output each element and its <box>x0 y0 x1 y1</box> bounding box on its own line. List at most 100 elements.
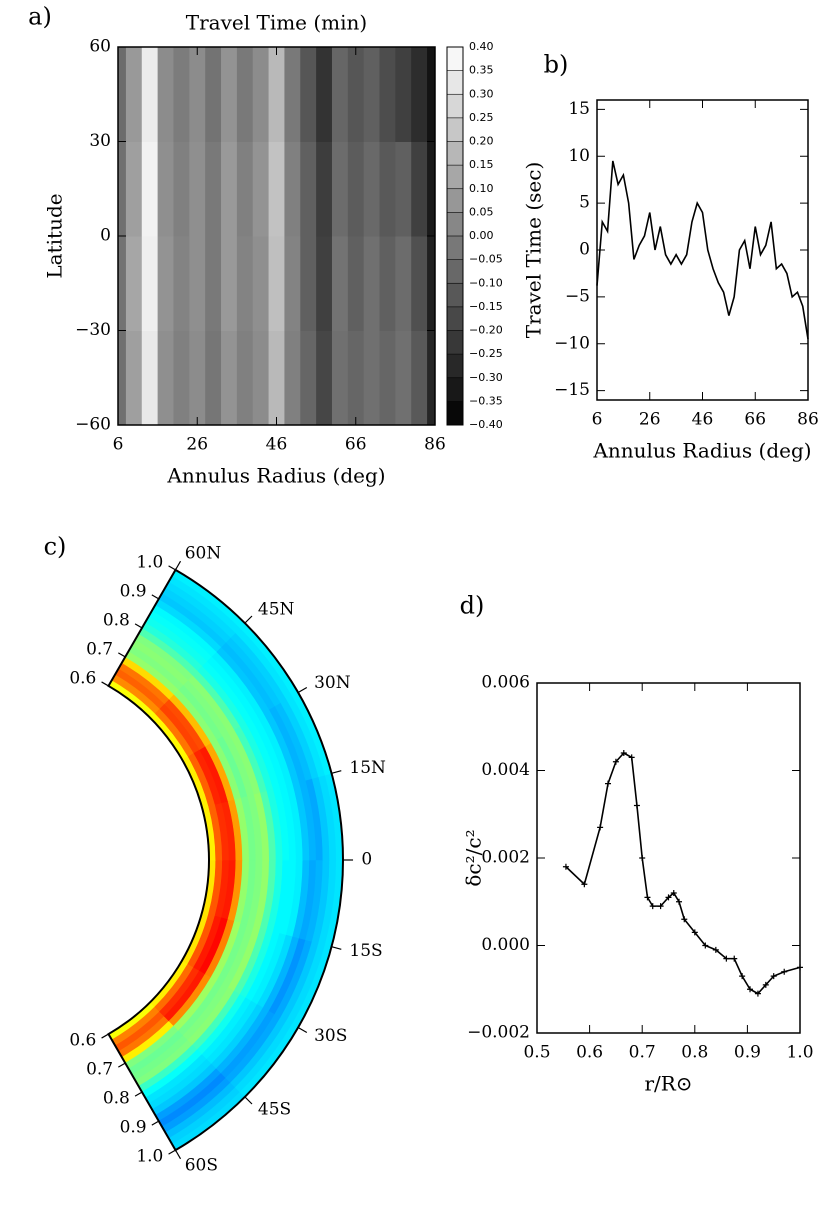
heatmap-cell <box>252 141 270 237</box>
r-tick-label: 1.0 <box>136 552 163 572</box>
x-tick-label: 46 <box>266 435 288 455</box>
data-point <box>670 890 677 896</box>
panel-label: b) <box>544 51 569 79</box>
heatmap-cell <box>395 141 412 237</box>
r-tick <box>151 1120 160 1126</box>
data-point <box>781 968 788 975</box>
heatmap-cell <box>236 47 254 142</box>
data-point <box>762 981 769 988</box>
y-tick-label: 30 <box>89 131 111 151</box>
y-tick-label: 0.004 <box>481 760 530 780</box>
heatmap-cell <box>411 141 428 237</box>
heatmap-cell <box>395 236 412 331</box>
heatmap-cell <box>411 47 428 142</box>
r-tick <box>101 681 109 687</box>
data-point <box>628 754 635 761</box>
heatmap-cell <box>125 236 143 331</box>
y-axis-label: δc²/c² <box>462 829 486 886</box>
y-tick-label: 15 <box>568 99 590 119</box>
heatmap-cell <box>173 236 190 331</box>
data-point <box>797 964 803 971</box>
heatmap-cell <box>221 47 238 142</box>
heatmap-cell <box>157 236 174 331</box>
colorbar-step <box>447 330 463 355</box>
colorbar-tick-label: 0.30 <box>469 87 494 100</box>
colorbar-tick-label: −0.15 <box>469 300 503 313</box>
heatmap-cell <box>347 236 365 331</box>
x-axis-label: Annulus Radius (deg) <box>592 439 811 463</box>
lat-tick-label: 60S <box>185 1156 218 1176</box>
lat-tick-label: 30N <box>314 673 351 693</box>
colorbar-step <box>447 259 463 284</box>
heatmap-cell <box>316 47 333 142</box>
data-point <box>562 863 569 870</box>
heatmap-cell <box>118 141 127 237</box>
heatmap-cell <box>347 47 365 142</box>
heatmap-cell <box>221 236 238 331</box>
lat-tick-label: 0 <box>361 850 372 870</box>
heatmap-cell <box>347 330 365 425</box>
data-point <box>739 973 746 980</box>
y-tick-label: 5 <box>579 193 590 213</box>
heatmap-cell <box>118 330 127 425</box>
colorbar-step <box>447 188 463 213</box>
x-axis-label: Annulus Radius (deg) <box>166 464 385 488</box>
heatmap-cell <box>363 330 381 425</box>
heatmap-cell <box>363 141 381 237</box>
r-tick-label: 0.7 <box>86 639 113 659</box>
y-tick-label: 0.000 <box>481 935 530 955</box>
y-tick-label: 60 <box>89 37 111 57</box>
r-tick-label: 0.7 <box>86 1060 113 1080</box>
heatmap-cell <box>300 47 317 142</box>
heatmap-cell <box>173 330 190 425</box>
r-tick-label: 0.6 <box>69 668 96 688</box>
heatmap <box>118 47 435 425</box>
chart-title: Travel Time (min) <box>186 11 367 35</box>
heatmap-cell <box>347 141 365 237</box>
r-tick-label: 0.8 <box>103 1089 130 1109</box>
colorbar-step <box>447 354 463 378</box>
heatmap-cell <box>189 236 206 331</box>
colorbar-tick-label: 0.20 <box>469 135 494 148</box>
colorbar-step <box>447 236 463 260</box>
x-tick-label: 86 <box>424 435 446 455</box>
heatmap-cell <box>252 236 270 331</box>
heatmap-cell <box>268 47 285 142</box>
heatmap-cell <box>331 236 349 331</box>
r-tick <box>134 623 143 629</box>
heatmap-cell <box>118 236 127 331</box>
x-axis-label: r/R⊙ <box>644 1072 692 1096</box>
colorbar-tick-label: −0.20 <box>469 324 503 337</box>
colorbar-frame <box>446 46 464 426</box>
r-tick-label: 0.8 <box>103 610 130 630</box>
colorbar-tick-label: −0.10 <box>469 276 503 289</box>
heatmap-cell <box>284 47 301 142</box>
plot-frame <box>596 99 809 401</box>
colorbar-step <box>447 47 463 71</box>
heatmap-cell <box>331 47 349 142</box>
data-point <box>612 758 619 765</box>
heatmap-cell <box>221 141 238 237</box>
lat-tick-label: 30S <box>314 1026 347 1046</box>
x-tick-label: 1.0 <box>786 1043 813 1063</box>
heatmap-cell <box>363 47 381 142</box>
x-tick-label: 0.9 <box>734 1043 761 1063</box>
y-tick-label: −5 <box>565 286 590 306</box>
colorbar-tick-label: 0.15 <box>469 158 494 171</box>
data-point <box>605 780 612 787</box>
x-tick-label: 6 <box>113 435 124 455</box>
y-axis-label: Travel Time (sec) <box>522 162 546 339</box>
heatmap-cell <box>205 141 222 237</box>
colorbar-step <box>447 141 463 166</box>
y-tick-label: 0.006 <box>481 673 530 693</box>
heatmap-cell <box>427 236 435 331</box>
heatmap-cell <box>268 236 285 331</box>
data-point <box>723 955 730 962</box>
heatmap-cell <box>284 330 301 425</box>
heatmap-cell <box>125 330 143 425</box>
colorbar-step <box>447 306 463 331</box>
heatmap-cell <box>268 330 285 425</box>
x-tick-label: 0.6 <box>576 1043 603 1063</box>
x-tick-label: 66 <box>345 435 367 455</box>
x-tick-label: 6 <box>592 410 603 430</box>
